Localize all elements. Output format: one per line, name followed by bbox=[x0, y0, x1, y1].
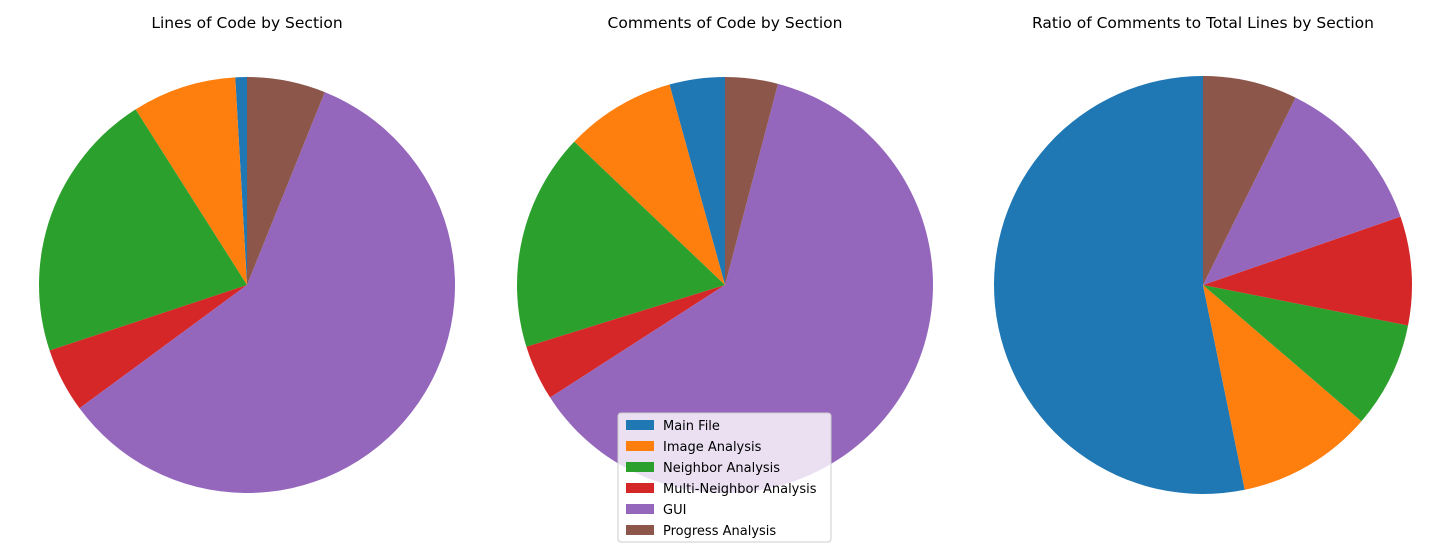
pie-slice-main-file bbox=[235, 76, 247, 285]
legend-swatch bbox=[626, 441, 654, 451]
legend-item-main-file: Main File bbox=[626, 419, 720, 434]
legend-item-gui: GUI bbox=[626, 503, 686, 518]
pie-slices bbox=[517, 77, 933, 493]
legend-label: Neighbor Analysis bbox=[663, 461, 780, 476]
pie-slice-multi-neighbor-analysis bbox=[526, 285, 725, 398]
pie-slice-neighbor-analysis bbox=[1203, 285, 1409, 422]
pie-slice-image-analysis bbox=[1203, 285, 1362, 490]
legend-label: GUI bbox=[663, 503, 686, 518]
pie-slice-multi-neighbor-analysis bbox=[1203, 216, 1413, 326]
legend-label: Progress Analysis bbox=[663, 524, 776, 539]
legend-item-progress-analysis: Progress Analysis bbox=[626, 524, 776, 539]
chart-title: Ratio of Comments to Total Lines by Sect… bbox=[1032, 14, 1374, 32]
chart-title: Lines of Code by Section bbox=[151, 14, 342, 32]
pie-slice-progress-analysis bbox=[247, 77, 325, 285]
pie-chart-lines-of-code: Lines of Code by Section bbox=[39, 14, 456, 494]
legend-swatch bbox=[626, 420, 654, 430]
legend-item-image-analysis: Image Analysis bbox=[626, 440, 762, 455]
pie-slice-main-file bbox=[669, 77, 725, 285]
legend: Main File Image Analysis Neighbor Analys… bbox=[617, 412, 832, 543]
legend-frame bbox=[617, 412, 832, 543]
legend-swatch bbox=[626, 504, 654, 514]
pie-slice-neighbor-analysis bbox=[39, 109, 248, 351]
legend-label: Image Analysis bbox=[663, 440, 762, 455]
pie-slice-image-analysis bbox=[574, 84, 725, 285]
pie-slice-gui bbox=[79, 92, 456, 494]
pie-slice-gui bbox=[550, 83, 933, 493]
legend-swatch bbox=[626, 462, 654, 472]
pie-chart-comments-of-code: Comments of Code by Section bbox=[517, 14, 933, 493]
pie-chart-comment-ratio: Ratio of Comments to Total Lines by Sect… bbox=[994, 14, 1413, 495]
pie-slices bbox=[39, 76, 456, 494]
pie-slices bbox=[994, 76, 1413, 495]
legend-label: Main File bbox=[663, 419, 720, 434]
pie-slice-image-analysis bbox=[135, 77, 247, 285]
chart-title: Comments of Code by Section bbox=[608, 14, 843, 32]
legend-swatch bbox=[626, 525, 654, 535]
legend-label: Multi-Neighbor Analysis bbox=[663, 482, 817, 497]
pie-slice-gui bbox=[1203, 97, 1401, 285]
pie-slice-neighbor-analysis bbox=[517, 141, 725, 347]
pie-slice-main-file bbox=[994, 76, 1245, 495]
pie-slice-multi-neighbor-analysis bbox=[49, 285, 248, 409]
legend-item-multi-neighbor-analysis: Multi-Neighbor Analysis bbox=[626, 482, 817, 497]
pie-slice-progress-analysis bbox=[725, 77, 778, 285]
legend-swatch bbox=[626, 483, 654, 493]
pie-slice-progress-analysis bbox=[1203, 76, 1296, 285]
legend-item-neighbor-analysis: Neighbor Analysis bbox=[626, 461, 780, 476]
